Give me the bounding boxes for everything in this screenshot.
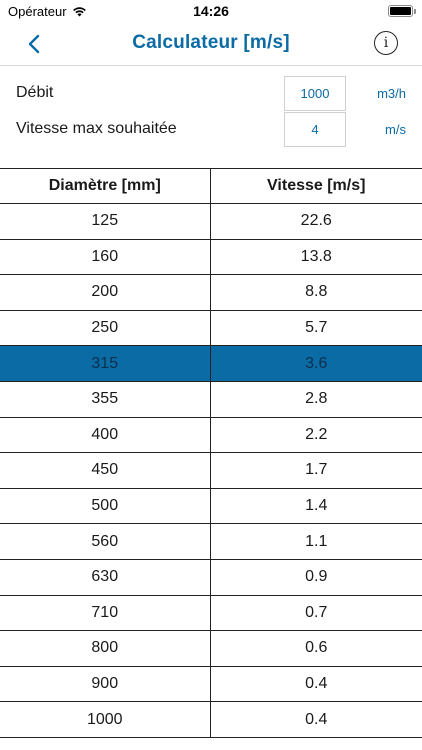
cell-vitesse: 1.4 <box>209 487 422 525</box>
table-body: 125 22.6 160 13.8 200 8.8 250 5.7 315 3.6 355… <box>0 203 422 738</box>
cell-diametre: 160 <box>0 238 211 276</box>
cell-vitesse: 1.7 <box>209 452 422 489</box>
table-row[interactable]: 200 8.8 <box>0 274 422 311</box>
carrier-group: Opérateur <box>8 4 87 19</box>
vitesse-unit: m/s <box>385 122 406 137</box>
table-row[interactable]: 250 5.7 <box>0 309 422 347</box>
table-row[interactable]: 630 0.9 <box>0 558 422 596</box>
cell-diametre: 710 <box>0 594 211 632</box>
cell-vitesse: 0.4 <box>209 701 422 738</box>
cell-vitesse: 0.4 <box>209 665 422 703</box>
table-row[interactable]: 500 1.4 <box>0 487 422 525</box>
cell-diametre: 900 <box>0 665 211 703</box>
vitesse-row: Vitesse max souhaitée m/s <box>0 112 422 148</box>
debit-input[interactable] <box>284 76 346 111</box>
cell-diametre: 125 <box>0 203 211 240</box>
cell-vitesse: 2.8 <box>209 380 422 418</box>
chevron-left-icon <box>28 34 40 54</box>
cell-diametre: 630 <box>0 558 211 596</box>
cell-vitesse: 1.1 <box>209 523 422 560</box>
cell-vitesse: 0.6 <box>209 630 422 667</box>
table-row[interactable]: 710 0.7 <box>0 594 422 632</box>
vitesse-input[interactable] <box>284 112 346 147</box>
table-row[interactable]: 450 1.7 <box>0 452 422 489</box>
cell-diametre: 315 <box>0 345 211 382</box>
table-header-row: Diamètre [mm] Vitesse [m/s] <box>0 168 422 204</box>
cell-vitesse: 0.9 <box>209 558 422 596</box>
carrier-label: Opérateur <box>8 4 67 19</box>
table-row[interactable]: 1000 0.4 <box>0 701 422 738</box>
cell-diametre: 800 <box>0 630 211 667</box>
cell-diametre: 1000 <box>0 701 211 738</box>
cell-vitesse: 22.6 <box>209 203 422 240</box>
page-title: Calculateur [m/s] <box>132 32 290 53</box>
table-row[interactable]: 560 1.1 <box>0 523 422 560</box>
cell-vitesse: 8.8 <box>209 274 422 311</box>
cell-diametre: 450 <box>0 452 211 489</box>
debit-label: Débit <box>16 84 54 101</box>
cell-diametre: 355 <box>0 380 211 418</box>
status-bar: Opérateur 14:26 <box>0 0 422 22</box>
cell-vitesse: 0.7 <box>209 594 422 632</box>
navigation-bar: Calculateur [m/s] i <box>0 22 422 66</box>
cell-diametre: 500 <box>0 487 211 525</box>
battery-icon <box>388 5 416 17</box>
results-table: Diamètre [mm] Vitesse [m/s] 125 22.6 160 1… <box>0 168 422 738</box>
cell-vitesse: 2.2 <box>209 416 422 454</box>
debit-unit: m3/h <box>377 86 406 101</box>
wifi-icon <box>72 7 86 17</box>
table-row[interactable]: 160 13.8 <box>0 238 422 276</box>
column-header-diametre: Diamètre [mm] <box>0 168 211 204</box>
cell-diametre: 560 <box>0 523 211 560</box>
column-header-vitesse: Vitesse [m/s] <box>209 168 422 204</box>
table-row[interactable]: 315 3.6 <box>0 345 422 382</box>
cell-vitesse: 13.8 <box>209 238 422 276</box>
cell-vitesse: 5.7 <box>209 309 422 347</box>
cell-diametre: 250 <box>0 309 211 347</box>
cell-diametre: 200 <box>0 274 211 311</box>
info-icon: i <box>383 35 389 51</box>
cell-diametre: 400 <box>0 416 211 454</box>
back-button[interactable] <box>22 32 46 56</box>
info-button[interactable]: i <box>374 31 398 55</box>
vitesse-label: Vitesse max souhaitée <box>16 120 177 137</box>
table-row[interactable]: 900 0.4 <box>0 665 422 703</box>
status-time: 14:26 <box>193 3 229 19</box>
cell-vitesse: 3.6 <box>209 345 422 382</box>
table-row[interactable]: 355 2.8 <box>0 380 422 418</box>
table-row[interactable]: 400 2.2 <box>0 416 422 454</box>
table-row[interactable]: 800 0.6 <box>0 630 422 667</box>
debit-row: Débit m3/h <box>0 76 422 112</box>
table-row[interactable]: 125 22.6 <box>0 203 422 240</box>
